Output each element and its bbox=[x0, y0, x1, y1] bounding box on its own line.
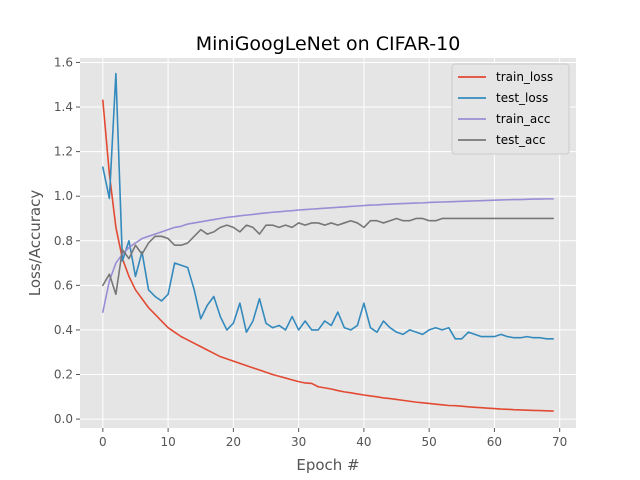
series-line-train-acc bbox=[102, 198, 554, 313]
x-axis-label: Epoch # bbox=[296, 456, 359, 474]
legend-label-test-acc: test_acc bbox=[496, 133, 546, 147]
series-line-test-acc bbox=[102, 217, 554, 296]
x-tick-label: 50 bbox=[422, 435, 437, 449]
legend-label-test-loss: test_loss bbox=[496, 91, 548, 105]
series-line-train-loss bbox=[102, 99, 554, 412]
x-tick-label: 60 bbox=[487, 435, 502, 449]
legend-box bbox=[451, 63, 570, 155]
y-tick-label: 1.4 bbox=[54, 100, 73, 114]
y-tick-label: 0.0 bbox=[54, 412, 73, 426]
x-tick-label: 0 bbox=[99, 435, 107, 449]
y-tick-label: 0.8 bbox=[54, 234, 73, 248]
x-tick-label: 20 bbox=[226, 435, 241, 449]
legend-label-train-loss: train_loss bbox=[496, 70, 553, 84]
y-tick-label: 1.0 bbox=[54, 189, 73, 203]
axis-ticks: 0 10 20 30 40 50 60 70 0.0 0.2 0.4 0.6 0.8 1.0 1.2 1.4 1… bbox=[54, 55, 567, 449]
legend-label-train-acc: train_acc bbox=[496, 112, 550, 126]
y-tick-label: 0.6 bbox=[54, 278, 73, 292]
y-tick-label: 0.4 bbox=[54, 323, 73, 337]
y-axis-label: Loss/Accuracy bbox=[26, 190, 44, 297]
y-tick-label: 1.6 bbox=[54, 55, 73, 69]
x-tick-label: 30 bbox=[291, 435, 306, 449]
x-tick-label: 70 bbox=[552, 435, 567, 449]
y-tick-label: 0.2 bbox=[54, 368, 73, 382]
series-line-test-loss bbox=[102, 72, 554, 340]
legend: train_loss test_loss train_acc test_acc bbox=[451, 63, 570, 155]
x-tick-label: 40 bbox=[356, 435, 371, 449]
chart-title: MiniGoogLeNet on CIFAR-10 bbox=[196, 33, 461, 55]
x-tick-label: 10 bbox=[160, 435, 175, 449]
series-lines bbox=[102, 72, 554, 412]
y-tick-label: 1.2 bbox=[54, 145, 73, 159]
